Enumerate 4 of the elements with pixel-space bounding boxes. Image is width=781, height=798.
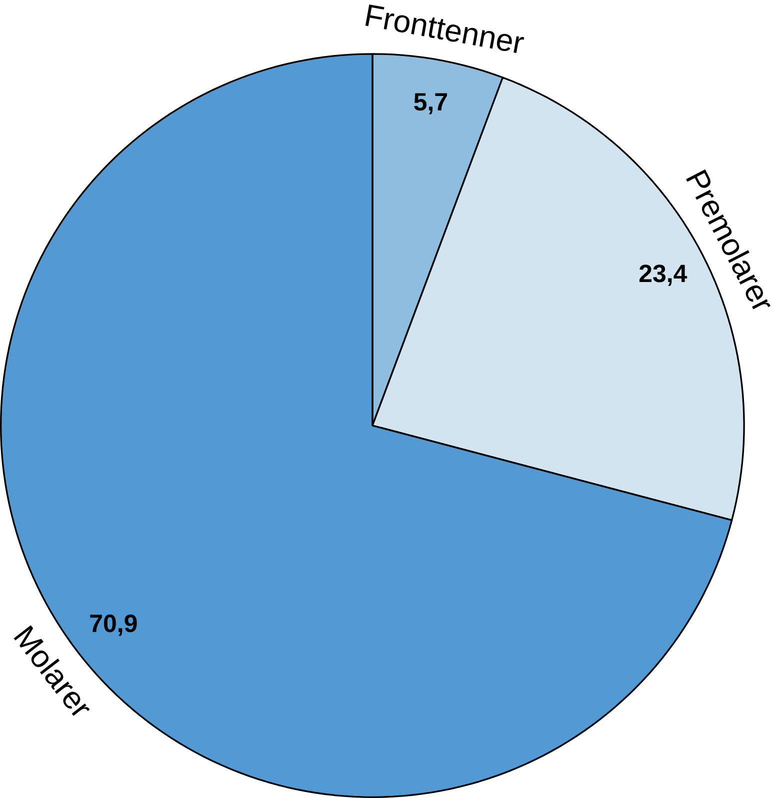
data-label: 70,9	[90, 614, 138, 636]
slice-label: Fronttenner	[366, 4, 524, 53]
data-label: 23,4	[640, 264, 688, 286]
data-label: 5,7	[414, 93, 448, 114]
